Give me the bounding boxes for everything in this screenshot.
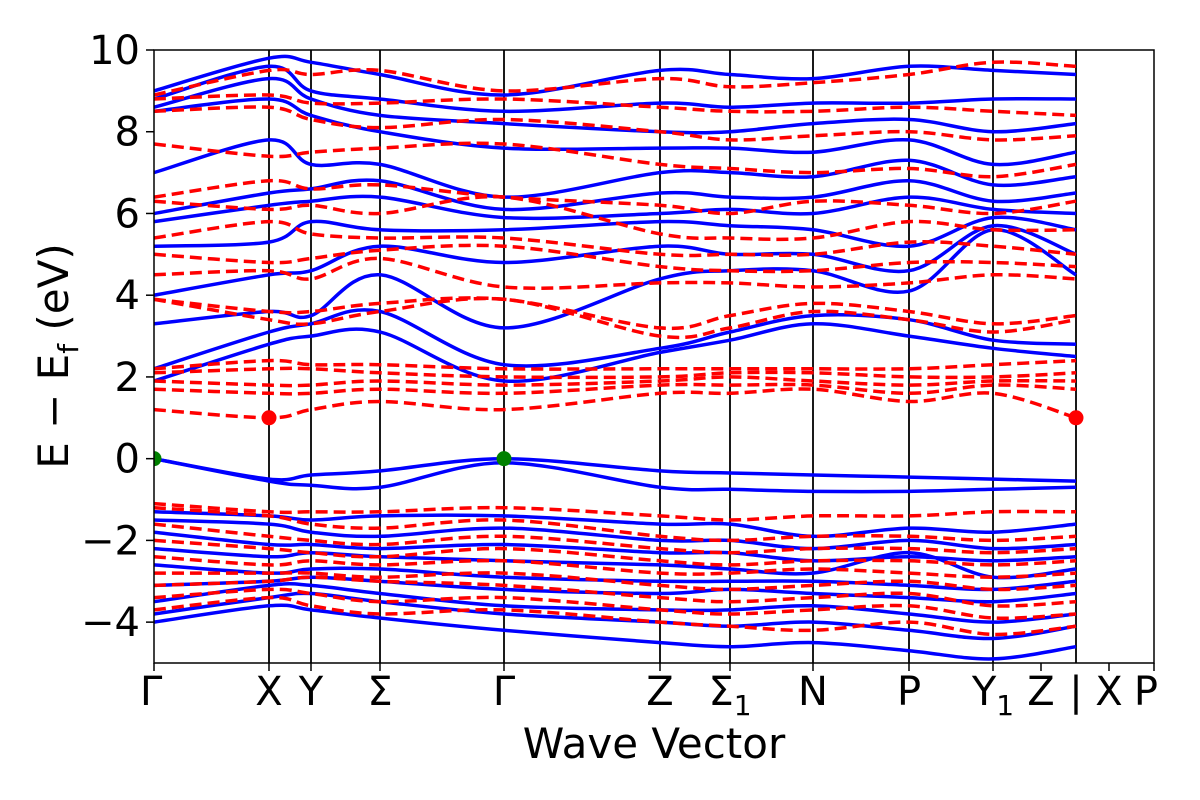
x-tick-label-main-0: Γ <box>140 669 163 715</box>
solid-band-0 <box>154 603 1077 661</box>
y-tick-label-7: 10 <box>89 28 140 74</box>
x-tick-label-main-8: P <box>897 669 921 715</box>
x-tick-label-3: Σ <box>367 669 392 715</box>
x-tick-label-main-5: Z <box>646 669 673 715</box>
y-tick-label-3: 2 <box>115 355 140 401</box>
solid-band-11 <box>154 322 1077 384</box>
solid-band-21 <box>154 64 1077 114</box>
dashed-band-21 <box>154 141 1077 179</box>
solid-band-20 <box>154 76 1077 135</box>
x-tick-label-main-4: Γ <box>493 669 516 715</box>
band-lines <box>154 54 1077 661</box>
y-tick-label-0: −4 <box>81 600 140 646</box>
dashed-band-9 <box>154 387 1077 420</box>
x-tick-label-1: X <box>255 669 282 715</box>
x-tick-label-main-10: Z <box>1027 669 1054 715</box>
y-axis-label-unit: (eV) <box>29 243 78 344</box>
x-tick-label-main-2: Y <box>298 669 324 715</box>
dashed-band-8 <box>154 501 1077 522</box>
solid-band-22 <box>154 54 1077 97</box>
dashed-band-23 <box>154 93 1077 118</box>
dashed-band-10 <box>154 382 1077 396</box>
solid-band-18 <box>154 138 1077 199</box>
y-tick-label-5: 6 <box>115 191 140 237</box>
dashed-band-19 <box>154 194 1077 242</box>
dashed-band-15 <box>154 296 1077 331</box>
solid-band-16 <box>154 194 1077 224</box>
x-tick-label-2: Y <box>298 669 324 715</box>
x-tick-label-7: N <box>798 669 828 715</box>
dashed-band-7 <box>154 505 1077 543</box>
dashed-band-20 <box>154 178 1077 216</box>
dashed-band-6 <box>154 522 1077 555</box>
y-axis-ticks: −4 −2 0 2 4 6 8 10 <box>81 28 154 646</box>
x-tick-label-main-11: | <box>1069 669 1082 715</box>
dashed-band-0 <box>154 595 1077 637</box>
x-tick-label-6: Σ1 <box>708 669 751 722</box>
solid-band-6 <box>154 530 1077 563</box>
dashed-band-5 <box>154 538 1077 567</box>
y-tick-label-1: −2 <box>81 518 140 564</box>
x-tick-label-8: P <box>897 669 921 715</box>
y-axis-label-main: E − E <box>29 354 78 469</box>
x-axis-label: Wave Vector <box>523 719 786 768</box>
y-tick-label-2: 0 <box>115 437 140 483</box>
x-tick-label-main-13: P <box>1134 669 1158 715</box>
dashed-band-18 <box>154 219 1077 258</box>
solid-band-4 <box>154 563 1077 592</box>
y-axis-label-sub: f <box>52 343 85 354</box>
dashed-band-17 <box>154 243 1077 274</box>
solid-band-17 <box>154 178 1077 216</box>
dashed-band-14 <box>154 296 1077 340</box>
solid-band-13 <box>154 228 1077 330</box>
x-tick-label-sub-9: 1 <box>996 689 1014 722</box>
solid-band-7 <box>154 518 1077 551</box>
band-edge-marker-3 <box>1068 410 1084 426</box>
plot-frame <box>153 49 1155 664</box>
dashed-band-3 <box>154 571 1077 592</box>
dashed-band-16 <box>154 256 1077 290</box>
solid-band-8 <box>154 510 1077 539</box>
solid-band-19 <box>154 97 1077 167</box>
band-edge-marker-2 <box>261 410 277 426</box>
x-tick-label-main-1: X <box>255 669 282 715</box>
solid-band-9 <box>154 456 1077 494</box>
x-tick-label-10: Z <box>1027 669 1054 715</box>
y-axis-label: E − Ef (eV) <box>29 243 85 469</box>
x-tick-label-0: Γ <box>140 669 163 715</box>
x-tick-label-11: | <box>1069 669 1082 715</box>
x-tick-label-9: Y1 <box>971 669 1014 722</box>
x-tick-label-main-9: Y <box>971 669 997 715</box>
x-tick-label-main-6: Σ <box>708 669 733 715</box>
y-tick-label-6: 8 <box>115 110 140 156</box>
solid-band-10 <box>154 456 1077 483</box>
dashed-band-2 <box>154 575 1077 608</box>
dashed-band-13 <box>154 358 1077 371</box>
band-edge-markers <box>154 410 1084 467</box>
band-edge-marker-1 <box>496 451 512 467</box>
x-tick-label-12: X <box>1095 669 1122 715</box>
x-tick-label-13: P <box>1134 669 1158 715</box>
band-edge-marker-0 <box>154 451 162 467</box>
x-tick-label-main-3: Σ <box>367 669 392 715</box>
dashed-band-12 <box>154 366 1077 380</box>
x-axis-ticks: Γ X Y Σ Γ Z Σ1 N P Y1 Z | X P <box>140 663 1158 722</box>
dashed-band-1 <box>154 587 1077 620</box>
x-tick-label-main-7: N <box>798 669 828 715</box>
y-tick-label-4: 4 <box>115 273 140 319</box>
dashed-band-24 <box>154 60 1077 97</box>
x-tick-label-sub-6: 1 <box>734 689 752 722</box>
x-tick-label-main-12: X <box>1095 669 1122 715</box>
solid-band-14 <box>154 223 1077 297</box>
solid-band-2 <box>154 582 1077 624</box>
dashed-band-4 <box>154 554 1077 579</box>
x-tick-label-5: Z <box>646 669 673 715</box>
dashed-band-22 <box>154 105 1077 142</box>
x-tick-label-4: Γ <box>493 669 516 715</box>
dashed-band-11 <box>154 375 1077 388</box>
